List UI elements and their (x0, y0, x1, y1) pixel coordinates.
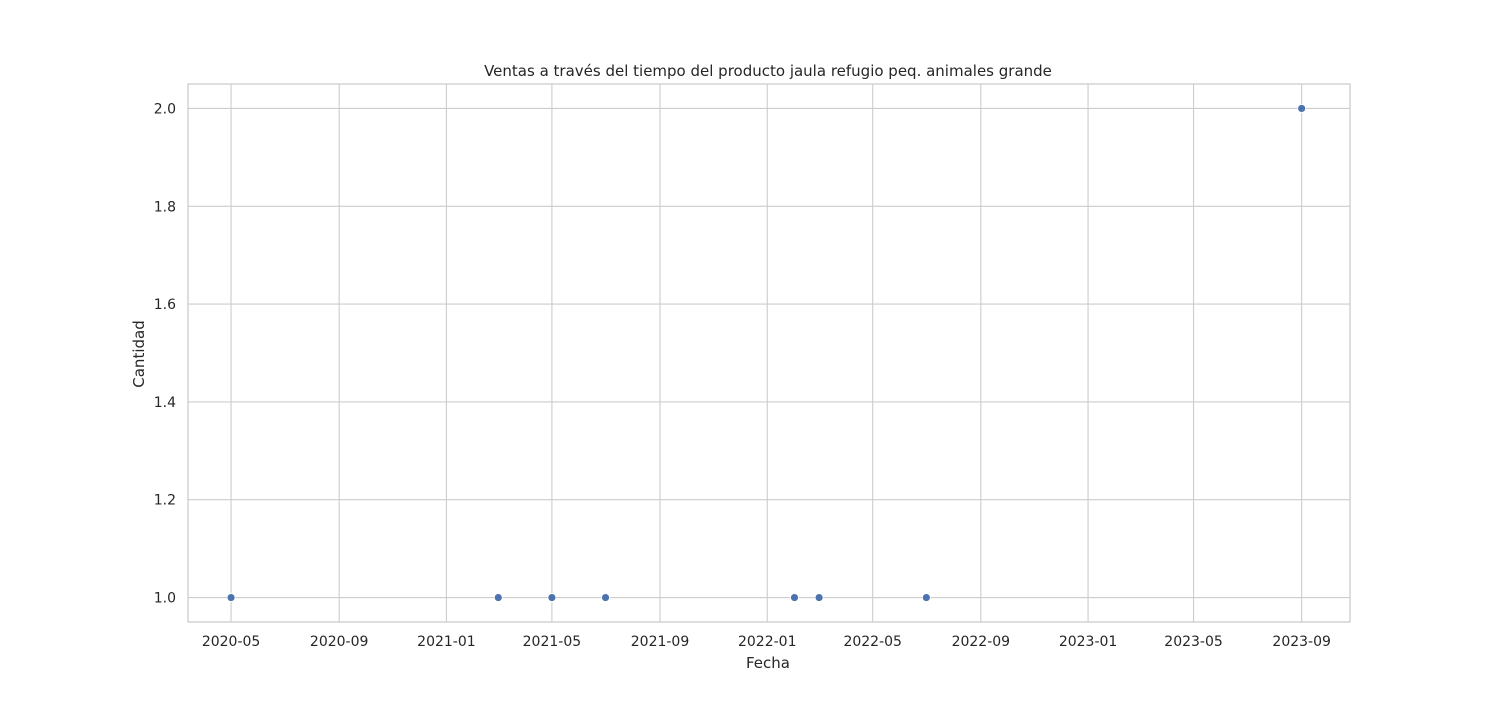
data-point (814, 593, 824, 602)
x-tick-label: 2020-09 (310, 634, 369, 650)
y-tick-labels: 1.0 1.2 1.4 1.6 1.8 2.0 (154, 101, 176, 606)
data-point (1297, 104, 1307, 113)
data-point (921, 593, 931, 602)
x-tick-labels: 2020-05 2020-09 2021-01 2021-05 2021-09 2022-… (202, 634, 1331, 650)
x-tick-label: 2021-05 (523, 634, 582, 650)
plot-border (187, 83, 1351, 623)
y-tick-label: 1.0 (154, 591, 176, 607)
x-tick-label: 2020-05 (202, 634, 261, 650)
data-point (790, 593, 799, 602)
x-tick-label: 2022-09 (952, 634, 1011, 650)
chart-title: Ventas a través del tiempo del producto … (484, 62, 1052, 80)
x-tick-label: 2022-05 (843, 634, 902, 650)
y-tick-label: 1.2 (154, 493, 176, 509)
data-points (226, 104, 1307, 602)
x-tick-label: 2023-05 (1164, 634, 1223, 650)
data-point (226, 593, 236, 602)
y-tick-label: 1.8 (154, 199, 176, 215)
data-point (601, 593, 610, 602)
data-point (547, 593, 557, 602)
data-point (493, 593, 503, 602)
x-tick-label: 2021-09 (631, 634, 690, 650)
grid (188, 84, 1350, 622)
y-tick-label: 2.0 (154, 101, 176, 117)
x-axis-label: Fecha (746, 654, 790, 672)
plot-frame (187, 83, 1351, 623)
y-tick-label: 1.6 (154, 297, 176, 313)
x-tick-label: 2021-01 (417, 634, 476, 650)
y-axis-label: Cantidad (130, 320, 148, 387)
x-tick-label: 2023-01 (1059, 634, 1118, 650)
y-tick-label: 1.4 (154, 395, 176, 411)
x-tick-label: 2022-01 (738, 634, 797, 650)
x-tick-label: 2023-09 (1272, 634, 1331, 650)
